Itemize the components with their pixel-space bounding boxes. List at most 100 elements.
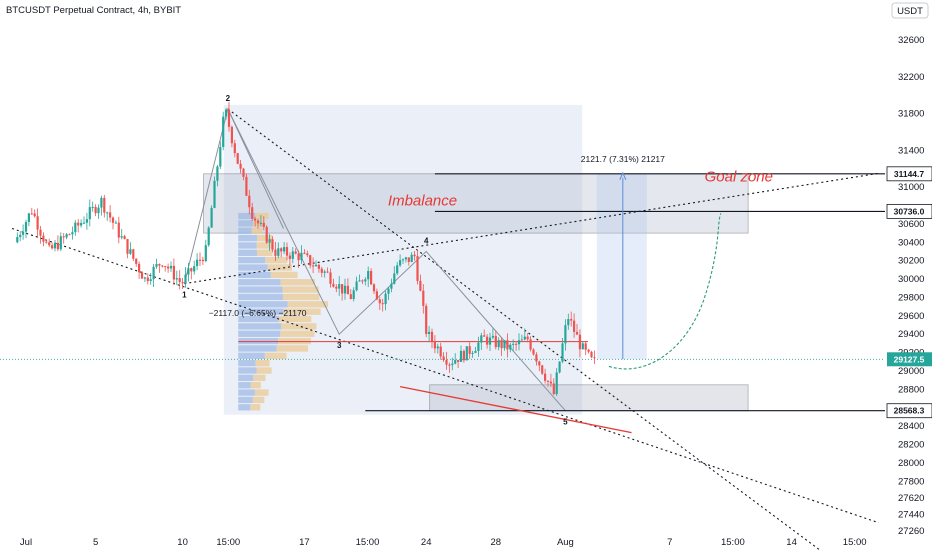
candle — [207, 227, 210, 246]
candle — [387, 288, 390, 294]
volume-profile-bar — [238, 308, 284, 315]
candle — [82, 222, 86, 224]
candle — [129, 249, 132, 254]
candle — [169, 265, 173, 269]
red-trendline — [399, 386, 632, 434]
candle — [445, 360, 448, 365]
volume-profile-bar — [287, 301, 329, 308]
candle — [138, 263, 141, 273]
candle — [88, 207, 91, 220]
candle — [283, 247, 286, 252]
price-tick-label: 29800 — [898, 292, 924, 303]
candle — [581, 343, 584, 350]
volume-profile-bar — [278, 315, 312, 323]
volume-profile-bar — [238, 389, 255, 396]
candle — [517, 340, 521, 345]
volume-profile-bar — [254, 389, 269, 396]
wave-label-3: 3 — [337, 341, 342, 350]
candle — [512, 343, 515, 345]
candle — [248, 195, 251, 208]
volume-profile — [238, 212, 329, 411]
price-tick-label: 31800 — [898, 109, 924, 120]
volume-profile-bar — [253, 374, 266, 382]
candle — [399, 260, 402, 266]
price-tick-label: 28000 — [898, 458, 924, 469]
candle — [51, 245, 54, 249]
candle — [381, 303, 384, 305]
candle — [349, 294, 352, 299]
volume-profile-bar — [238, 330, 281, 337]
candle — [561, 343, 564, 362]
candle — [477, 342, 480, 351]
candle — [497, 340, 500, 348]
volume-profile-bar — [257, 234, 273, 242]
candle — [262, 222, 265, 227]
candle — [268, 239, 271, 243]
candle — [506, 340, 509, 350]
candle — [436, 346, 439, 349]
candle — [291, 251, 294, 259]
candle — [251, 207, 254, 219]
volume-profile-bar — [270, 271, 298, 279]
candle — [117, 222, 120, 238]
candle — [219, 146, 222, 167]
volume-profile-bar — [256, 242, 272, 249]
candle — [329, 272, 332, 284]
price-tick-label: 29600 — [898, 311, 924, 322]
candle — [114, 222, 117, 224]
volume-profile-bar — [238, 279, 281, 286]
price-tick-label: 29000 — [898, 366, 924, 377]
candle — [222, 116, 225, 147]
volume-profile-bar — [238, 315, 279, 323]
candle — [265, 226, 268, 243]
price-tick-label: 28400 — [898, 421, 924, 432]
volume-profile-bar — [257, 249, 273, 256]
candle — [494, 335, 497, 348]
price-tick-label: 30000 — [898, 274, 924, 285]
volume-profile-bar — [238, 227, 252, 234]
candle — [538, 361, 541, 366]
volume-profile-bar — [264, 352, 287, 359]
candle — [280, 248, 283, 252]
time-axis: Jul 5 10 15:00 17 15:00 24 28 Aug 7 15:00 14 15:00 — [20, 537, 867, 548]
goal-zone-label: Goal zone — [705, 169, 773, 186]
price-tick-label: 30200 — [898, 256, 924, 267]
candle — [271, 239, 274, 250]
drawing-lines — [0, 107, 885, 550]
volume-profile-bar — [238, 345, 277, 352]
candle — [500, 340, 503, 349]
candle — [85, 219, 88, 223]
price-tick-label: 27620 — [898, 493, 924, 504]
volume-profile-bar — [238, 323, 282, 330]
last-price-pill: 29127.5 — [894, 354, 925, 364]
price-level-pill: 30736.0 — [894, 206, 925, 216]
candle — [152, 266, 155, 280]
candle — [367, 270, 370, 280]
candle — [320, 268, 323, 273]
wave-label-2: 2 — [226, 94, 231, 103]
candle — [343, 285, 347, 294]
candle — [433, 341, 436, 349]
candle — [106, 212, 109, 214]
currency-badge[interactable]: USDT — [891, 2, 929, 19]
candles-layer[interactable] — [16, 102, 596, 397]
candle — [593, 357, 596, 359]
volume-profile-bar — [267, 264, 292, 271]
drawdown-label: −2117.0 (−6.65%) −21170 — [209, 308, 307, 318]
candle — [100, 197, 103, 208]
price-level-pill: 31144.7 — [894, 169, 925, 179]
candle — [259, 222, 262, 224]
volume-profile-bar — [238, 249, 258, 256]
volume-profile-bar — [238, 396, 253, 404]
candle — [306, 253, 309, 256]
candle — [288, 255, 291, 259]
price-tick-label: 28200 — [898, 440, 924, 451]
candle — [297, 253, 300, 261]
candle — [24, 221, 28, 232]
candle — [541, 365, 544, 374]
imbalance-zone — [203, 173, 749, 234]
volume-profile-bar — [238, 271, 271, 279]
imbalance-label: Imbalance — [388, 193, 457, 210]
